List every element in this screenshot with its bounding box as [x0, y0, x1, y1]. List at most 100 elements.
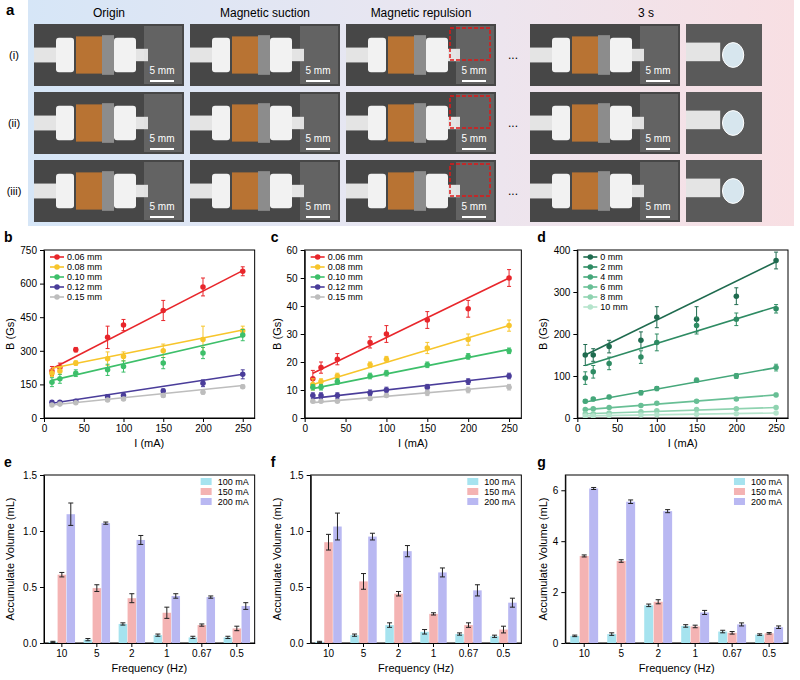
- y-axis: 0102030405060: [287, 245, 306, 424]
- point: [583, 398, 589, 404]
- bar: [700, 612, 709, 643]
- y-tick: 1.5: [290, 470, 311, 481]
- error-bar: [583, 372, 587, 385]
- error-bar: [405, 546, 410, 557]
- legend-label: 6 mm: [600, 282, 623, 292]
- legend-swatch: [734, 478, 745, 485]
- photo-magnet: [258, 103, 270, 143]
- point: [310, 398, 316, 404]
- panel-a-background: [28, 0, 794, 226]
- error-bar: [425, 342, 429, 353]
- photo-coil: [76, 104, 102, 141]
- panel-label: a: [6, 1, 15, 18]
- photo-dish: [144, 26, 182, 84]
- y-tick-label: 1.5: [23, 470, 37, 481]
- x-axis-title: Frequency (Hz): [378, 662, 454, 674]
- error-bar: [507, 348, 511, 354]
- bar: [589, 488, 598, 643]
- legend-label: 100 mA: [484, 477, 515, 487]
- y-tick-mark: [573, 376, 577, 377]
- error-bar: [352, 634, 357, 636]
- point: [506, 275, 512, 281]
- ellipsis: ...: [508, 184, 518, 198]
- x-tick-mark: [769, 643, 770, 647]
- bar: [137, 540, 146, 643]
- bar: [394, 594, 403, 643]
- point: [384, 387, 390, 393]
- photo-ground: [190, 24, 340, 86]
- error-bar: [368, 362, 372, 368]
- y-tick-label: 750: [20, 245, 37, 256]
- y-tick: 0: [292, 413, 305, 424]
- x-tick-label: 200: [728, 423, 745, 434]
- bar: [438, 572, 447, 643]
- x-tick: 5: [361, 643, 367, 659]
- point: [73, 400, 79, 406]
- error-bar: [129, 594, 134, 603]
- point: [335, 379, 341, 385]
- point: [160, 348, 166, 354]
- photo-connector: [56, 174, 74, 209]
- bar: [58, 575, 67, 643]
- bar: [508, 603, 517, 643]
- y-tick-mark: [307, 643, 311, 644]
- point: [583, 352, 589, 358]
- point: [57, 401, 63, 407]
- fit-line: [313, 278, 509, 373]
- photo-ground: [346, 92, 496, 154]
- legend-label: 10 mm: [600, 302, 628, 312]
- x-tick-mark: [695, 643, 696, 647]
- photo-connector: [212, 174, 230, 209]
- point: [73, 347, 79, 353]
- x-tick-label: 1: [431, 648, 437, 659]
- x-tick-mark: [398, 643, 399, 647]
- zoom-photo: [686, 92, 762, 154]
- photo-coil: [388, 104, 414, 141]
- error-bar: [774, 252, 778, 269]
- point: [773, 306, 779, 312]
- y-tick: 0: [553, 638, 566, 649]
- plot-marks: [570, 487, 783, 643]
- legend-label: 150 mA: [218, 487, 249, 497]
- error-bar: [335, 354, 339, 365]
- legend-label: 2 mm: [600, 262, 623, 272]
- photo-ground: [346, 24, 496, 86]
- photo: 5 mm: [346, 160, 496, 222]
- point: [465, 337, 471, 343]
- x-axis: 105210.670.5: [566, 643, 789, 659]
- error-bar: [58, 374, 62, 383]
- legend-marker: [54, 274, 60, 280]
- legend-entry: 0.10 mm: [50, 272, 102, 282]
- x-tick-label: 5: [618, 648, 624, 659]
- photo: 5 mm: [34, 24, 184, 86]
- point: [160, 308, 166, 314]
- y-tick: 50: [287, 273, 305, 284]
- chart-panel: f0.00.51.01.5105210.670.5100 mA150 mA200…: [271, 454, 522, 674]
- point: [160, 360, 166, 366]
- y-tick: 450: [20, 312, 44, 323]
- scale-bar-label: 5 mm: [150, 65, 175, 76]
- legend-swatch: [201, 478, 212, 485]
- y-tick: 200: [554, 329, 578, 340]
- legend-marker: [315, 264, 321, 270]
- panel-label: e: [4, 454, 12, 470]
- photo-magnet: [414, 103, 426, 143]
- y-tick: 30: [287, 329, 305, 340]
- y-tick-label: 200: [554, 329, 571, 340]
- scale-bar-label: 5 mm: [306, 133, 331, 144]
- x-tick-label: 10: [323, 648, 335, 659]
- y-tick-mark: [561, 490, 565, 491]
- fit-line: [585, 413, 776, 416]
- y-tick: 60: [287, 245, 305, 256]
- point: [335, 393, 341, 399]
- error-bar: [326, 534, 331, 550]
- plot-marks: [49, 503, 250, 643]
- error-bar: [734, 313, 738, 326]
- plot-frame: [44, 475, 255, 643]
- point: [734, 317, 740, 323]
- error-bar: [335, 393, 339, 399]
- x-tick-mark: [427, 418, 428, 422]
- x-tick: 0: [42, 418, 48, 434]
- error-bar: [368, 337, 372, 348]
- y-tick-label: 0: [565, 413, 571, 424]
